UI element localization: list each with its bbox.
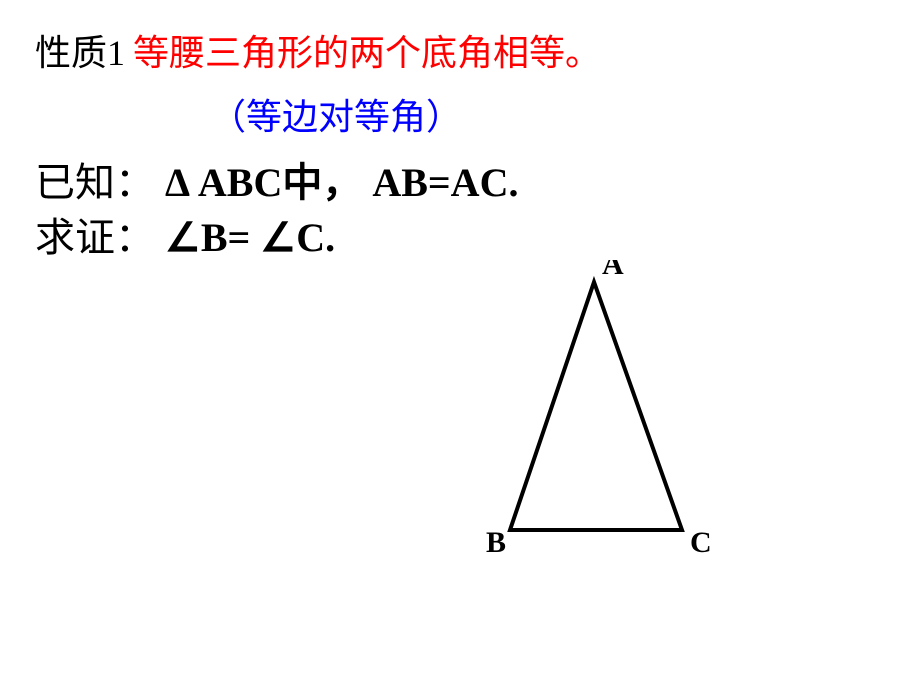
given-line: 已知： Δ ABC中， AB=AC. — [35, 150, 518, 208]
triangle-shape — [510, 282, 682, 530]
property-line-2: （等边对等角） — [210, 88, 462, 140]
vertex-label-b: B — [486, 526, 506, 559]
prove-math: ∠B= ∠C. — [155, 215, 335, 260]
property-line-1: 性质1 等腰三角形的两个底角相等。 — [35, 24, 601, 76]
triangle-figure: A B C — [430, 260, 750, 570]
property-label: 性质1 — [35, 33, 125, 73]
given-math: Δ ABC中， AB=AC. — [155, 160, 518, 205]
vertex-label-c: C — [690, 526, 712, 559]
property-text: 等腰三角形的两个底角相等。 — [133, 32, 601, 73]
prove-line: 求证： ∠B= ∠C. — [35, 205, 335, 263]
prove-prefix: 求证： — [35, 215, 155, 260]
given-prefix: 已知： — [35, 160, 155, 205]
vertex-label-a: A — [602, 260, 624, 281]
